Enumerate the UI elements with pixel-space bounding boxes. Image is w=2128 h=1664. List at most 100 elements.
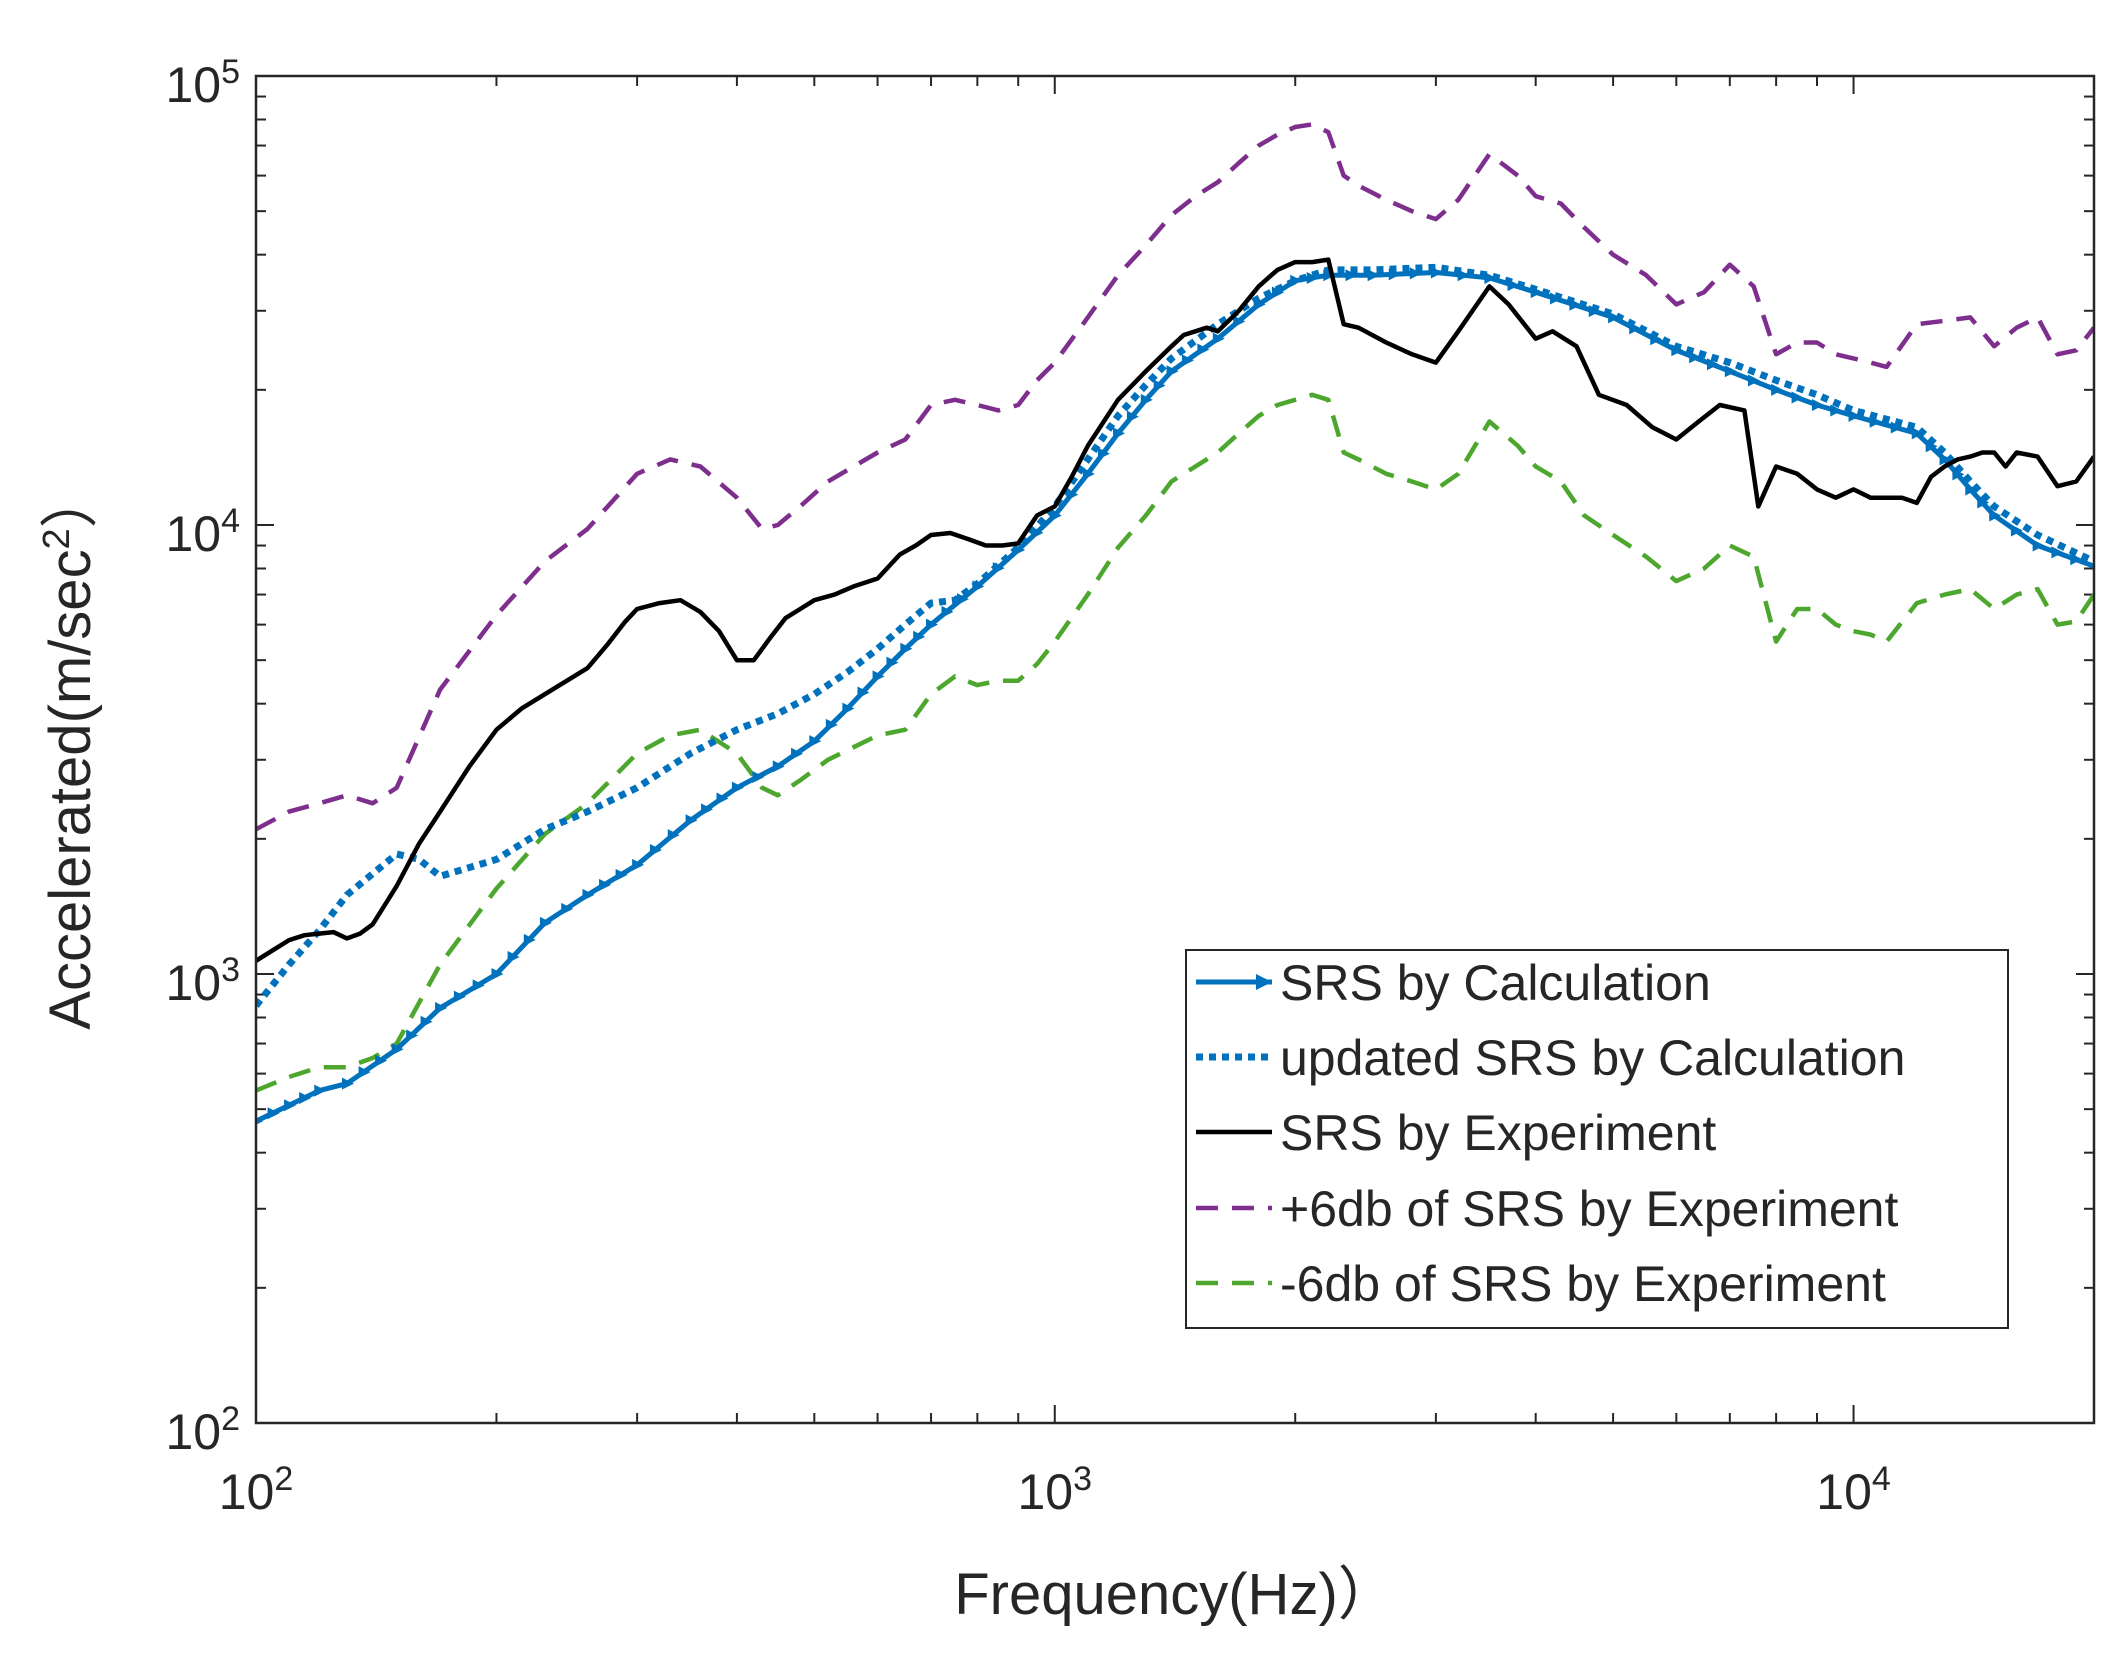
series-marker [1671,344,1684,357]
series-marker [1965,483,1978,496]
series-line-3 [256,122,2094,832]
series-marker [299,1091,312,1104]
series-marker [825,718,838,731]
series-marker [992,562,1005,575]
series-marker [1430,266,1443,279]
series-marker [1457,269,1470,282]
series-marker [582,888,595,901]
series-marker [1082,467,1095,480]
series-marker [2051,546,2064,559]
series-marker [1113,427,1126,440]
legend-label-3: +6db of SRS by Experiment [1280,1181,1898,1237]
series-marker [1791,391,1804,404]
series-marker [1530,286,1543,299]
series-marker [1367,269,1380,282]
series-line-1 [256,263,2094,1008]
series-marker [1989,509,2002,522]
series-marker [1771,383,1784,396]
series-marker [1271,286,1284,299]
series-marker [1233,315,1246,328]
series-layer [256,122,2094,1125]
series-marker [1097,447,1110,460]
series-marker [1140,393,1153,406]
series-marker [599,878,612,891]
series-marker [1747,374,1760,387]
legend: SRS by Calculation updated SRS by Calcula… [1185,949,2009,1329]
series-marker [731,781,744,794]
series-marker [1925,440,1938,453]
series-marker [1869,415,1882,428]
series-marker [342,1077,355,1090]
series-marker [772,760,785,773]
series-marker [809,735,822,748]
series-marker [913,630,926,643]
series-marker [1066,488,1079,501]
series-marker [1977,496,1990,509]
series-marker [1507,279,1520,292]
series-marker [284,1099,297,1112]
y-axis-label-suffix: ） [38,470,103,528]
series-marker [701,803,714,816]
series-marker [358,1066,371,1079]
series-marker [1588,305,1601,318]
series-marker [507,950,520,963]
series-marker [472,979,485,992]
series-marker [435,1001,448,1014]
y-tick-label: 103 [165,951,240,1011]
series-marker [972,580,985,593]
series-marker [685,814,698,827]
series-marker [615,868,628,881]
tick-labels: 102 103 104 102 103 104 105 [165,53,1890,1520]
y-axis-label-sup: 2 [36,528,78,549]
legend-label-1: updated SRS by Calculation [1280,1030,1905,1086]
y-tick-label: 105 [165,53,240,113]
series-marker [1153,379,1166,392]
legend-label-2: SRS by Experiment [1280,1105,1716,1161]
series-marker [667,829,680,842]
series-marker [1126,410,1139,423]
series-marker [314,1084,327,1097]
y-tick-label: 104 [165,502,240,562]
series-marker [406,1029,419,1042]
series-marker [1323,269,1336,282]
y-axis-label-main: Accelerated(m/sec [38,549,103,1029]
series-marker [561,902,574,915]
series-marker [420,1015,433,1028]
series-marker [1811,399,1824,412]
series-marker [1939,453,1952,466]
series-marker [523,933,536,946]
series-marker [1952,468,1965,481]
series-marker [1724,365,1737,378]
x-tick-label: 104 [1816,1460,1891,1520]
series-marker [1608,311,1621,324]
y-axis-label: Accelerated(m/sec2） [36,470,103,1029]
series-marker [1306,271,1319,284]
series-marker [842,702,855,715]
series-marker [1253,298,1266,311]
series-marker [1181,354,1194,367]
series-marker [1911,427,1924,440]
series-marker [1830,404,1843,417]
y-tick-label: 102 [165,1400,240,1460]
plot-frame [254,74,2096,1425]
series-marker [1290,274,1303,287]
series-marker [267,1107,280,1120]
series-marker [926,618,939,631]
series-marker [941,605,954,618]
series-marker [1650,333,1663,346]
x-axis-label: Frequency(Hz)） [954,1562,1396,1627]
series-marker [752,771,765,784]
series-marker [900,642,913,655]
series-marker [1013,543,1026,556]
series-marker [857,686,870,699]
series-line-4 [256,392,2094,1093]
series-marker [375,1054,388,1067]
series-marker [716,792,729,805]
series-marker [1166,365,1179,378]
x-tick-label: 103 [1017,1460,1092,1520]
series-marker [886,656,899,669]
legend-swatch-marker [1256,974,1272,990]
legend-label-0: SRS by Calculation [1280,955,1711,1011]
series-marker [1890,421,1903,434]
